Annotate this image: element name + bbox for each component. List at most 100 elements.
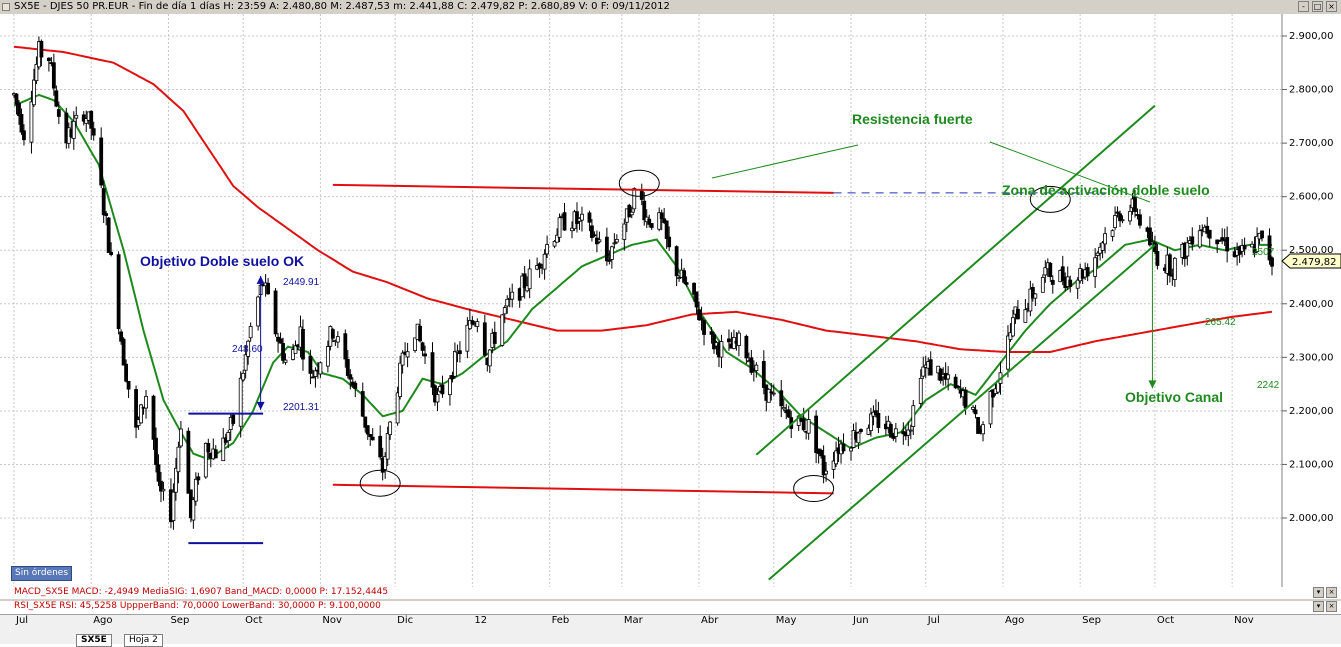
candle-up [32,79,36,106]
rsi-indicator-bar[interactable]: RSI_SX5E RSI: 45,5258 UppperBand: 70,000… [0,601,1341,612]
tab-hoja-2[interactable]: Hoja 2 [124,634,163,647]
candle-up [856,432,861,444]
candle-up [246,340,251,357]
candle-up [395,392,400,424]
candle-up [988,390,993,425]
candle-down [418,325,422,342]
candle-up [502,307,507,315]
candle-down [1242,244,1247,250]
highlight-ellipse [359,469,401,497]
candle-down [39,40,44,58]
symbol-info: SX5E - DJES 50 PR.EUR - Fin de día 1 día… [14,1,670,12]
candle-up [557,217,562,238]
x-tick-label: Dic [397,615,414,626]
candle-down [1048,262,1053,278]
candle-down [744,335,749,359]
candle-up [413,337,417,351]
candle-up [719,341,724,358]
candle-down [116,254,121,330]
candle-down [761,361,766,388]
candle-up [622,223,627,240]
tab-sx5e[interactable]: SX5E [76,634,112,647]
candle-up [781,407,786,410]
candle-up [921,366,926,377]
candle-up [766,388,771,403]
candle-up [505,298,510,307]
price-axis-ticks: 2.000,00 2.100,00 2.200,00 2.300,00 2.400,00… [1281,31,1341,524]
candle-down [343,333,348,360]
macd-close-button[interactable]: × [1326,587,1337,598]
candle-down [956,385,961,388]
target-arrow-head-up [256,275,265,284]
candle-down [89,110,94,129]
macd-indicator-bar[interactable]: MACD_SX5E MACD: -2,4949 MediaSIG: 1,6907… [0,587,1341,598]
minimize-button[interactable]: - [1298,1,1309,12]
candle-up [677,277,682,279]
y-tick-label: 2.700,00 [1289,138,1334,149]
y-tick-label: 2.200,00 [1289,406,1334,417]
ma-long-line [13,45,1273,353]
panel-separator[interactable] [0,599,1341,601]
orders-label[interactable]: Sin órdenes [11,566,73,581]
candle-up [1095,252,1100,256]
candle-up [325,346,330,367]
candle-up [1185,242,1190,257]
candle-up [144,395,148,409]
candle-up [448,378,452,396]
candle-up [84,118,89,124]
channel-upper-line [755,104,1156,456]
time-axis [0,614,1341,644]
macd-collapse-button[interactable]: ▾ [1313,587,1324,598]
candle-up [1023,309,1028,323]
rsi-collapse-button[interactable]: ▾ [1313,601,1324,612]
candle-up [74,114,79,119]
candle-down [647,218,652,225]
candle-down [963,389,968,409]
candle-down [874,410,878,415]
candle-up [243,354,248,371]
candle-up [139,404,143,424]
candle-up [435,394,440,403]
x-tick-label: May [775,615,797,626]
candle-down [592,234,597,237]
candle-up [906,429,911,436]
candle-up [981,424,985,435]
candle-up [453,351,457,377]
rsi-close-button[interactable]: × [1326,601,1337,612]
candle-down [575,211,579,224]
candle-up [383,456,388,470]
candle-down [14,93,19,105]
candle-down [1153,242,1157,253]
candle-up [612,242,617,245]
candle-up [1028,288,1033,312]
candle-up [1255,236,1259,253]
candle-up [893,428,898,437]
x-tick-label: Oct [245,615,263,626]
candle-down [54,90,59,107]
candle-down [1085,267,1090,277]
candle-down [101,188,106,216]
candle-up [552,241,557,247]
candle-up [487,349,492,367]
x-tick-label: Oct [1156,615,1175,626]
candle-up [171,491,176,521]
candle-up [400,352,405,366]
candle-down [562,212,567,231]
y-tick-label: 2.400,00 [1289,299,1334,310]
candle-up [313,370,318,377]
candle-down [1133,196,1137,213]
candle-up [1033,293,1038,299]
x-tick-label: Feb [551,615,570,626]
highlight-ellipse [618,169,660,197]
candle-down [1215,239,1220,245]
annotations: Objetivo Doble suelo OK 2449.91 248.60 2201… [140,111,1280,413]
candle-down [821,455,826,476]
close-button[interactable]: × [1326,1,1337,12]
candle-up [918,378,923,404]
candle-up [221,437,226,462]
candle-down [353,382,358,389]
maximize-button[interactable]: □ [1312,1,1323,12]
y-tick-label: 2.800,00 [1289,85,1334,96]
candle-up [335,336,340,343]
x-tick-label: Ago [1004,615,1025,626]
